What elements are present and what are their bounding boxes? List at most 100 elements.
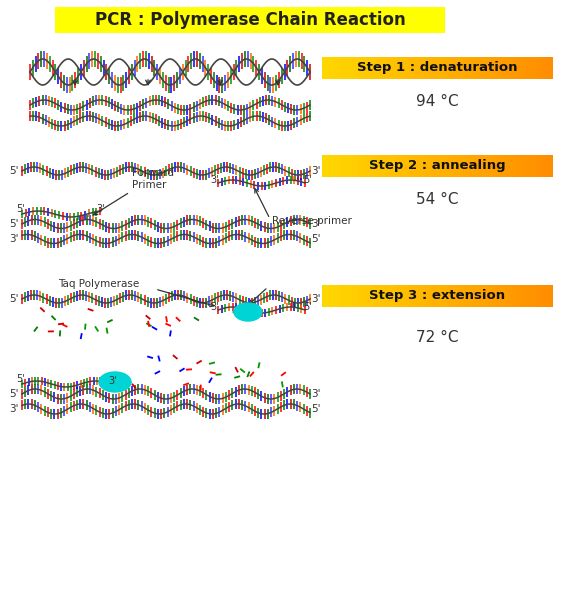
Bar	[434, 57, 437, 79]
Bar	[483, 57, 486, 79]
Bar	[368, 285, 371, 307]
Bar	[538, 155, 541, 177]
Text: 3': 3'	[97, 204, 105, 214]
Bar	[449, 155, 452, 177]
Bar	[442, 155, 446, 177]
Bar	[457, 155, 461, 177]
Bar	[328, 155, 331, 177]
Bar	[466, 57, 469, 79]
Ellipse shape	[99, 372, 131, 392]
Bar	[460, 155, 463, 177]
Bar	[434, 285, 437, 307]
Bar	[408, 285, 412, 307]
Bar	[460, 285, 463, 307]
Bar	[492, 285, 495, 307]
Bar	[446, 285, 449, 307]
Bar	[488, 57, 492, 79]
Bar	[498, 285, 501, 307]
Bar	[517, 285, 521, 307]
Bar	[351, 285, 354, 307]
Bar	[495, 285, 498, 307]
Bar	[463, 155, 466, 177]
Bar	[506, 155, 509, 177]
Text: 5': 5'	[311, 404, 321, 414]
Bar	[374, 285, 377, 307]
Bar	[411, 155, 415, 177]
Bar	[488, 285, 492, 307]
Bar	[408, 57, 412, 79]
Bar	[437, 285, 440, 307]
Text: Taq Polymerase: Taq Polymerase	[58, 279, 139, 289]
Bar	[322, 57, 325, 79]
Bar	[403, 57, 406, 79]
Bar	[322, 285, 325, 307]
Bar	[549, 285, 553, 307]
Bar	[544, 285, 547, 307]
Bar	[546, 155, 550, 177]
Bar	[440, 285, 443, 307]
Bar	[385, 285, 389, 307]
Bar	[357, 155, 360, 177]
Bar	[509, 57, 512, 79]
Bar	[534, 155, 538, 177]
Bar	[452, 57, 455, 79]
Bar	[541, 285, 544, 307]
Bar	[425, 285, 429, 307]
Bar	[529, 57, 532, 79]
Bar	[515, 57, 518, 79]
Bar	[428, 57, 432, 79]
Bar	[374, 155, 377, 177]
Bar	[336, 155, 340, 177]
Bar	[379, 285, 383, 307]
Bar	[486, 57, 489, 79]
Bar	[483, 285, 486, 307]
Bar	[342, 57, 345, 79]
Ellipse shape	[234, 303, 262, 321]
Bar	[362, 57, 366, 79]
Text: 5': 5'	[9, 294, 19, 304]
Bar	[431, 285, 435, 307]
Bar	[457, 57, 461, 79]
Bar	[437, 57, 440, 79]
Bar	[382, 285, 386, 307]
Bar	[411, 285, 415, 307]
Bar	[532, 155, 535, 177]
Bar	[354, 285, 357, 307]
Bar	[523, 57, 527, 79]
Bar	[446, 155, 449, 177]
Text: 5': 5'	[304, 302, 312, 312]
Bar	[365, 57, 369, 79]
Bar	[423, 57, 426, 79]
Bar	[414, 285, 417, 307]
Bar	[483, 155, 486, 177]
Bar	[388, 285, 391, 307]
Bar	[469, 57, 472, 79]
Text: 5': 5'	[16, 374, 26, 384]
Bar	[328, 285, 331, 307]
Text: 3': 3'	[9, 234, 19, 244]
Bar	[362, 285, 366, 307]
Bar	[414, 155, 417, 177]
Bar	[460, 57, 463, 79]
Bar	[400, 57, 403, 79]
Text: 5': 5'	[304, 175, 312, 185]
Bar	[477, 57, 481, 79]
Bar	[471, 57, 475, 79]
Bar	[503, 285, 507, 307]
Bar	[428, 285, 432, 307]
Bar	[400, 155, 403, 177]
Bar	[452, 285, 455, 307]
Bar	[354, 57, 357, 79]
Bar	[371, 285, 374, 307]
Bar	[449, 57, 452, 79]
Bar	[477, 285, 481, 307]
Bar	[394, 285, 397, 307]
Bar	[391, 57, 394, 79]
Bar	[471, 155, 475, 177]
Bar	[333, 57, 337, 79]
Bar	[351, 57, 354, 79]
Bar	[339, 57, 343, 79]
Bar	[397, 57, 400, 79]
Bar	[348, 285, 351, 307]
Bar	[417, 285, 420, 307]
